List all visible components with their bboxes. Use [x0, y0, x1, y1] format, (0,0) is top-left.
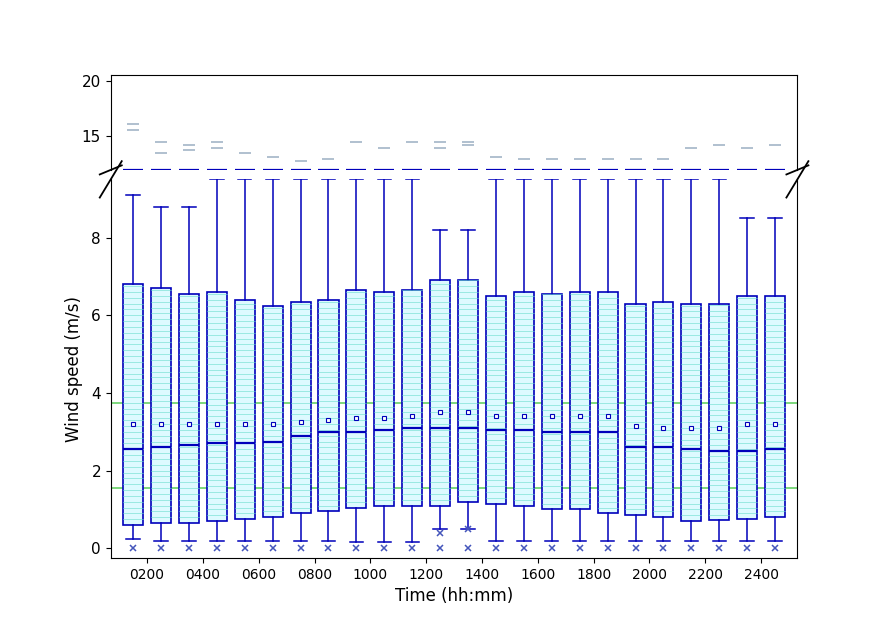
Bar [262, 305, 283, 517]
Bar [430, 280, 450, 505]
Bar [514, 292, 534, 505]
Bar [737, 296, 758, 519]
Bar [151, 288, 171, 523]
Bar [402, 290, 423, 505]
Bar [709, 303, 729, 520]
Bar [765, 296, 785, 517]
Bar [597, 292, 618, 514]
Bar [235, 300, 255, 519]
Bar [123, 284, 144, 525]
Bar [318, 300, 338, 512]
Bar [374, 292, 394, 505]
Bar [346, 290, 367, 507]
Bar [541, 294, 562, 510]
Bar [179, 294, 199, 523]
Bar [206, 292, 227, 521]
Y-axis label: Wind speed (m/s): Wind speed (m/s) [65, 296, 83, 441]
Bar [486, 296, 506, 503]
Bar [458, 280, 478, 502]
Bar [653, 302, 673, 517]
Bar [570, 292, 590, 510]
Bar [291, 302, 311, 514]
Bar [681, 303, 702, 521]
Bar [626, 303, 646, 515]
X-axis label: Time (hh:mm): Time (hh:mm) [395, 587, 513, 605]
